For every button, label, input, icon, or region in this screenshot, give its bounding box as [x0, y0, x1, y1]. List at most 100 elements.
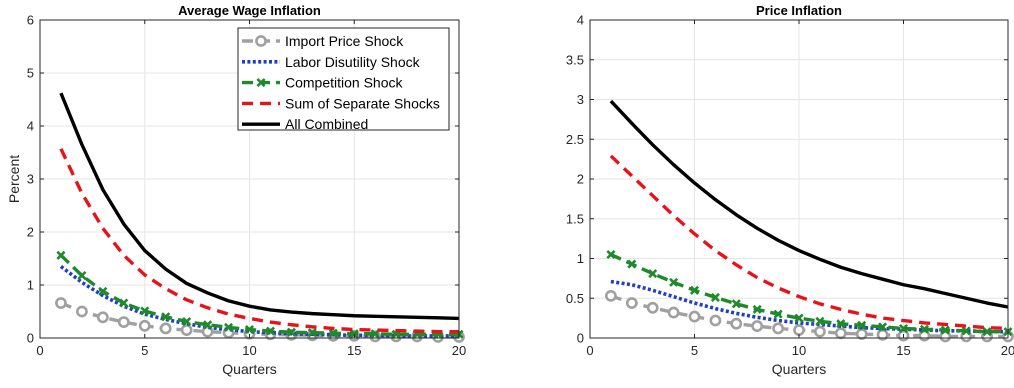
series-competition-shock: [606, 250, 1013, 337]
legend-item: Sum of Separate Shocks: [242, 95, 440, 111]
data-point: [834, 327, 847, 340]
data-point: [159, 322, 172, 335]
chart-title: Average Wage Inflation: [178, 3, 321, 18]
x-tick-label: 20: [1001, 343, 1014, 358]
data-point: [814, 325, 826, 338]
data-point: [648, 269, 658, 279]
data-point: [752, 304, 762, 314]
y-tick-label: 1.5: [566, 211, 584, 226]
x-axis-label: Quarters: [772, 361, 826, 377]
data-point: [307, 328, 317, 338]
legend-marker: [255, 35, 267, 47]
series-line: [609, 154, 1009, 331]
data-point: [56, 250, 66, 260]
legend-label: Sum of Separate Shocks: [285, 95, 440, 111]
legend-marker: [256, 78, 266, 88]
data-point: [605, 289, 617, 302]
data-point: [793, 324, 805, 336]
data-point: [55, 297, 67, 309]
y-tick-label: 2: [577, 172, 584, 187]
series-all-combined: [59, 92, 460, 321]
data-point: [667, 306, 680, 319]
data-point: [625, 297, 638, 309]
data-point: [328, 328, 338, 338]
data-point: [96, 311, 109, 324]
data-point: [794, 313, 804, 323]
x-tick-label: 0: [586, 343, 593, 358]
x-tick-label: 10: [242, 343, 256, 358]
y-tick-label: 0: [27, 331, 34, 346]
x-tick-label: 10: [792, 343, 806, 358]
series-line: [610, 252, 1008, 334]
data-point: [161, 312, 171, 322]
y-axis-label: Percent: [6, 155, 22, 203]
data-point: [919, 324, 929, 334]
legend-label: Labor Disutility Shock: [285, 54, 421, 70]
x-tick-label: 15: [896, 343, 910, 358]
series-line: [59, 265, 459, 338]
y-tick-label: 1: [577, 251, 584, 266]
y-tick-label: 6: [27, 13, 34, 28]
data-point: [265, 326, 275, 336]
y-tick-label: 4: [577, 13, 584, 28]
legend-label: Competition Shock: [285, 75, 404, 91]
data-point: [646, 301, 659, 314]
legend-label: All Combined: [285, 116, 368, 132]
legend-label: Import Price Shock: [285, 33, 404, 49]
data-point: [982, 327, 992, 337]
chart-panel-2: 0 5 10 15 20 0 0.5 1 1.5 2 2.5 3 3.5 4 Price Inflation…: [566, 3, 1014, 377]
legend-item: Competition Shock: [242, 75, 404, 91]
y-tick-label: 2.5: [566, 132, 584, 147]
y-tick-label: 3: [577, 92, 584, 107]
y-tick-label: 0.5: [566, 291, 584, 306]
x-axis-label: Quarters: [222, 361, 276, 377]
ticks: 0 5 10 15 20 0 1 2 3 4 5 6: [27, 13, 466, 359]
data-point: [710, 292, 720, 302]
data-point: [140, 306, 150, 316]
data-point: [709, 314, 722, 327]
x-tick-label: 15: [347, 343, 361, 358]
y-tick-label: 3.5: [566, 52, 584, 67]
data-point: [244, 325, 255, 335]
data-point: [689, 285, 700, 295]
y-tick-label: 4: [27, 119, 34, 134]
y-tick-label: 1: [27, 278, 34, 293]
ticks: 0 5 10 15 20 0 0.5 1 1.5 2 2.5 3 3.5 4: [566, 13, 1014, 359]
data-point: [772, 322, 784, 335]
data-point: [731, 299, 741, 309]
y-tick-label: 5: [27, 66, 34, 81]
data-point: [138, 319, 151, 332]
legend-item: All Combined: [242, 116, 368, 132]
series-import-price-shock: [605, 289, 1014, 343]
series-all-combined: [609, 99, 1009, 309]
data-point: [773, 309, 783, 319]
data-point: [815, 316, 825, 326]
data-point: [878, 322, 888, 332]
data-point: [606, 250, 616, 260]
chart-title: Price Inflation: [756, 3, 842, 18]
legend-item: Import Price Shock: [242, 33, 404, 49]
data-point: [961, 326, 971, 336]
data-point: [669, 277, 679, 287]
x-tick-label: 0: [36, 343, 43, 358]
series-sum-of-separate-shocks: [609, 154, 1009, 331]
legend-item: Labor Disutility Shock: [242, 54, 421, 70]
y-tick-label: 0: [577, 331, 584, 346]
data-point: [117, 316, 130, 328]
series-line: [59, 92, 460, 321]
series-line: [609, 99, 1009, 309]
legend-box: [237, 27, 450, 131]
data-point: [119, 298, 129, 308]
data-point: [836, 319, 846, 329]
data-point: [857, 320, 867, 330]
data-point: [940, 325, 950, 335]
series-labor-disutility-shock: [59, 265, 459, 338]
y-tick-label: 2: [27, 225, 34, 240]
x-tick-label: 5: [691, 343, 698, 358]
data-point: [224, 322, 234, 332]
data-point: [182, 317, 192, 327]
chart-panel-1: 0 5 10 15 20 0 1 2 3 4 5 6 Average Wage Inflation Qua…: [6, 3, 466, 377]
x-tick-label: 20: [452, 343, 466, 358]
data-point: [180, 324, 193, 336]
